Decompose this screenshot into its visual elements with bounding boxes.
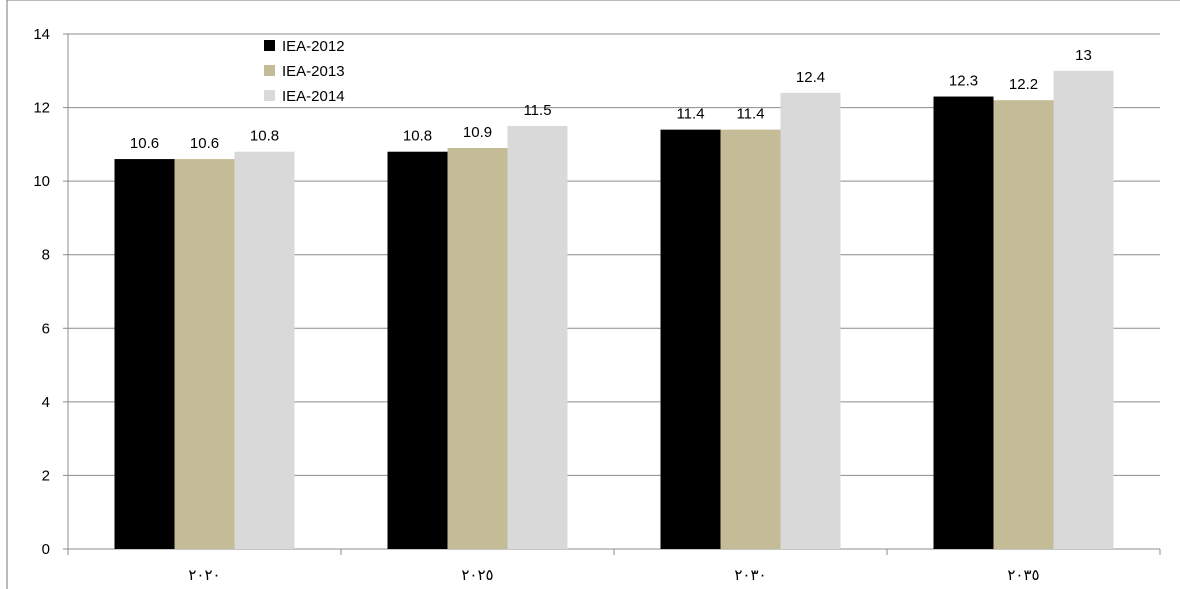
legend-label: IEA-2012 [282,38,345,55]
data-label: 11.5 [523,102,551,119]
bar [507,125,568,549]
y-tick-label: 4 [42,394,50,411]
bar [174,159,235,550]
data-label: 13 [1075,47,1092,64]
x-category-label: ٢٠٢٠ [188,566,220,584]
legend-swatch [264,40,275,51]
legend-swatch [264,65,275,76]
y-tick-label: 6 [42,320,50,337]
data-label: 10.6 [190,135,219,152]
bar [447,148,508,550]
data-label: 11.4 [676,106,704,123]
data-label: 10.6 [130,135,159,152]
bar [1053,70,1114,550]
legend-swatch [264,90,275,101]
data-label: 12.2 [1009,76,1038,93]
y-tick-label: 10 [33,173,50,190]
data-label: 12.3 [949,73,978,90]
bar [114,159,175,550]
legend-label: IEA-2014 [282,88,345,105]
x-category-label: ٢٠٣٠ [734,566,766,584]
bar [387,151,448,549]
bar [993,100,1054,549]
data-label: 12.4 [796,69,825,86]
y-tick-label: 8 [42,247,50,264]
data-label: 10.8 [403,128,432,145]
y-tick-label: 0 [42,541,50,558]
data-label: 10.9 [463,124,492,141]
x-category-label: ٢٠٢٥ [461,566,493,584]
y-tick-label: 14 [33,26,50,43]
legend-label: IEA-2013 [282,63,345,80]
data-label: 10.8 [250,128,279,145]
x-category-label: ٢٠٣٥ [1007,566,1039,584]
y-tick-label: 12 [33,100,50,117]
data-label: 11.4 [736,106,764,123]
bar [780,92,841,549]
bar [933,96,994,550]
y-tick-label: 2 [42,467,50,484]
bar [720,129,781,549]
bar [660,129,721,549]
bar [234,151,295,549]
